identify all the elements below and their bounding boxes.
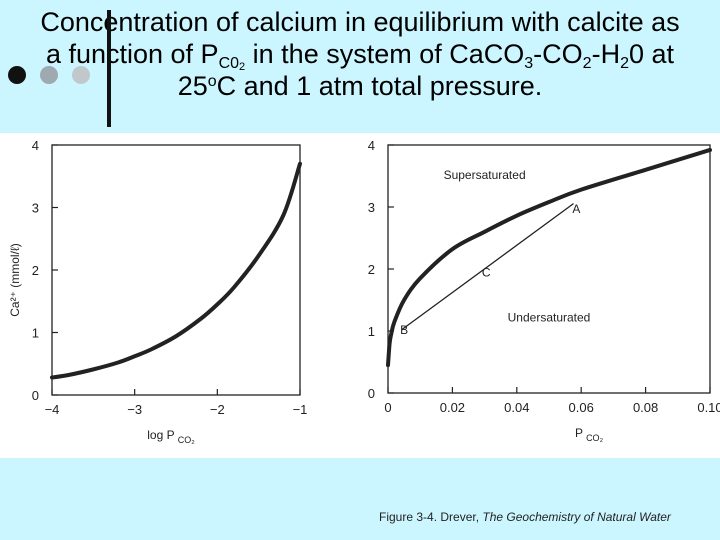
y-tick-label: 3 [368, 200, 375, 215]
x-tick-label: 0.08 [633, 400, 658, 415]
x-tick-label: 0.04 [504, 400, 529, 415]
annotation-label: Undersaturated [508, 311, 591, 325]
annotation-label: C [482, 265, 491, 279]
y-tick-label: 1 [32, 326, 39, 341]
series-curve [50, 161, 302, 380]
title-divider-bar [107, 10, 111, 127]
chart-right: 0 1 2 3 4 0 0.02 0.04 0.06 0.08 0.10 P CO₂ Supersatu… [368, 138, 720, 443]
x-tick-label: −1 [293, 402, 308, 417]
title-band [0, 0, 720, 133]
dot-icon [8, 66, 26, 84]
y-tick-label: 0 [32, 388, 39, 403]
annotation-label: B [400, 323, 408, 337]
x-tick-label: −3 [127, 402, 142, 417]
figure-svg: 0 1 2 3 4 −4 −3 −2 −1 log P CO₂ Ca²⁺ (mmol/ℓ) 0 1 2 3… [8, 138, 720, 445]
y-tick-label: 3 [32, 201, 39, 216]
series-line [401, 203, 574, 330]
series-curve [386, 147, 712, 368]
x-tick-label: 0.02 [440, 400, 465, 415]
annotation-label: A [572, 202, 580, 216]
title-line-2: a function of PC02 in the system of CaCO… [45, 39, 675, 73]
title-line-1: Concentration of calcium in equilibrium … [40, 7, 680, 37]
y-tick-label: 1 [368, 324, 375, 339]
y-tick-label: 2 [368, 262, 375, 277]
figure-area: 0 1 2 3 4 −4 −3 −2 −1 log P CO₂ Ca²⁺ (mmol/ℓ) 0 1 2 3… [0, 133, 720, 458]
y-tick-label: 0 [368, 386, 375, 401]
y-axis-label: Ca²⁺ (mmol/ℓ) [8, 243, 22, 317]
plot-frame [51, 144, 301, 396]
y-tick-label: 4 [368, 138, 375, 153]
x-tick-label: −2 [210, 402, 225, 417]
dot-icon [40, 66, 58, 84]
plot-frame [387, 144, 711, 394]
title-line-3: 25oC and 1 atm total pressure. [177, 71, 543, 101]
figure-caption: Figure 3-4. Drever, The Geochemistry of … [379, 510, 671, 524]
x-axis-label: P CO₂ [575, 426, 604, 443]
slide-title: Concentration of calcium in equilibrium … [0, 6, 720, 102]
y-tick-label: 2 [32, 263, 39, 278]
x-tick-label: 0.06 [569, 400, 594, 415]
dot-icon [72, 66, 90, 84]
chart-left: 0 1 2 3 4 −4 −3 −2 −1 log P CO₂ Ca²⁺ (mmol/ℓ) [8, 138, 307, 445]
x-tick-label: 0.10 [697, 400, 720, 415]
annotation-label: Supersaturated [444, 168, 526, 182]
x-tick-label: 0 [384, 400, 391, 415]
x-axis-label: log P CO₂ [147, 428, 195, 445]
y-tick-label: 4 [32, 138, 39, 153]
x-tick-label: −4 [45, 402, 60, 417]
